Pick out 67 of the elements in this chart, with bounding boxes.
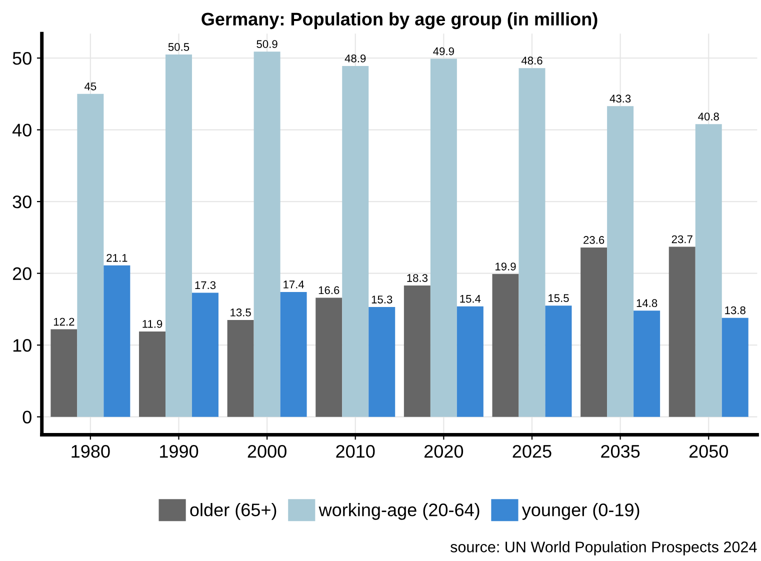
data-label: 50.5 (168, 43, 190, 51)
bar (104, 265, 130, 417)
bar (50, 329, 78, 417)
bar (342, 66, 369, 417)
data-label: 15.3 (372, 296, 392, 304)
data-label: 13.8 (725, 306, 746, 314)
bar (518, 68, 546, 417)
data-label: 23.6 (584, 236, 604, 244)
chart-title: Germany: Population by age group (in million) (202, 12, 598, 30)
data-label: 48.6 (521, 56, 542, 65)
y-tick-label: 10 (13, 339, 32, 352)
y-tick-label: 20 (12, 267, 32, 280)
bar (165, 54, 192, 417)
bar (545, 306, 572, 417)
bar (77, 94, 104, 417)
legend-label: working-age (20-64) (318, 503, 480, 520)
data-label: 15.5 (548, 294, 569, 302)
data-label: 19.9 (496, 262, 516, 270)
x-tick-label: 2050 (689, 444, 728, 458)
x-tick-label: 2025 (512, 444, 552, 458)
data-label: 50.9 (256, 40, 278, 48)
x-tick-label: 2000 (248, 444, 286, 458)
legend-label: older (65+) (190, 503, 276, 520)
data-label: 48.9 (344, 54, 366, 62)
data-label: 14.8 (636, 299, 658, 308)
bar (280, 292, 307, 417)
bar (368, 307, 396, 417)
data-label: 18.3 (407, 274, 428, 282)
x-tick-label: 1990 (160, 444, 198, 458)
data-label: 12.2 (54, 318, 74, 326)
x-tick-label: 2010 (336, 444, 375, 458)
bar (722, 318, 748, 417)
source-note: source: UN World Population Prospects 2024 (450, 541, 757, 556)
bar (668, 246, 696, 417)
data-label: 43.3 (610, 94, 631, 103)
data-label: 49.9 (433, 47, 454, 56)
bar (254, 52, 280, 417)
bar (607, 106, 634, 417)
bar (492, 274, 519, 417)
bar (404, 286, 430, 417)
data-label: 16.6 (318, 286, 340, 294)
data-label: 15.4 (460, 294, 481, 303)
y-tick-label: 30 (12, 196, 32, 208)
data-label: 13.5 (230, 308, 251, 316)
bar (430, 58, 457, 417)
x-tick-label: 2020 (424, 444, 464, 458)
bar (139, 331, 166, 417)
data-label: 11.9 (142, 320, 162, 328)
x-tick-label: 2035 (601, 444, 640, 458)
legend-label: younger (0-19) (522, 503, 640, 520)
y-tick-label: 40 (12, 124, 32, 137)
data-label: 40.8 (698, 112, 719, 120)
bar (316, 298, 342, 417)
data-label: 21.1 (106, 254, 128, 262)
data-label: 45 (84, 82, 96, 90)
bar (634, 310, 660, 417)
bar (456, 306, 484, 417)
bar (580, 247, 608, 417)
y-tick-label: 50 (12, 52, 32, 65)
bar (192, 292, 218, 417)
data-label: 17.3 (195, 281, 216, 290)
y-tick-label: 0 (22, 410, 32, 424)
bar (227, 320, 254, 417)
x-tick-label: 1980 (72, 444, 110, 458)
bar (695, 124, 722, 417)
data-label: 23.7 (672, 235, 692, 244)
data-label: 17.4 (284, 280, 304, 288)
